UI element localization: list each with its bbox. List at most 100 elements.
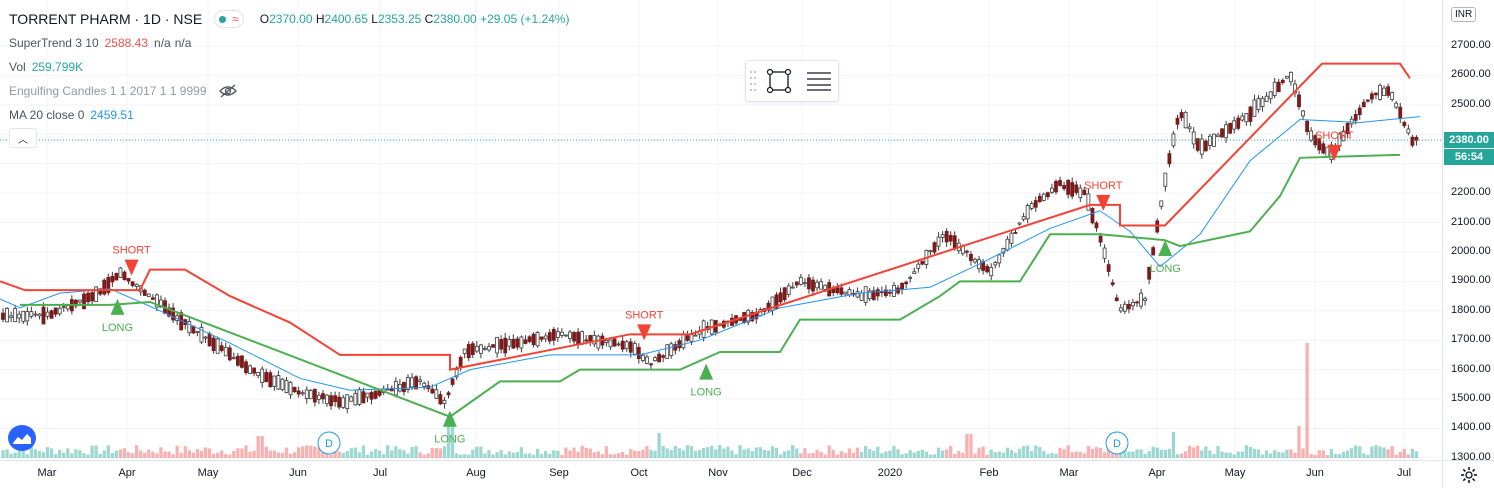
candle <box>211 337 216 351</box>
volume-bar <box>920 449 924 458</box>
volume-bar <box>175 445 179 458</box>
volume-bar <box>495 452 499 458</box>
volume-bar <box>1070 452 1074 458</box>
candle <box>928 250 933 253</box>
volume-bar <box>130 453 135 458</box>
indicator-engulfing[interactable]: Engulfing Candles 1 1 2017 1 1 9999 <box>9 79 569 103</box>
volume-bar <box>1009 450 1014 458</box>
candle <box>1208 135 1212 146</box>
candle <box>418 379 423 383</box>
candle <box>1268 91 1273 100</box>
candle <box>531 333 536 346</box>
dividend-marker[interactable] <box>1105 431 1129 455</box>
price-axis[interactable]: INR 2700.00 2600.00 2500.00 2200.00 2100.00 2… <box>1442 0 1494 463</box>
candle <box>1228 122 1233 134</box>
collapse-legend-button[interactable]: ︿ <box>9 128 37 148</box>
volume-bar <box>386 445 390 458</box>
volume-bar <box>183 446 187 458</box>
volume-bar <box>892 446 896 458</box>
volume-bar <box>1248 446 1253 458</box>
volume-bar <box>1171 432 1176 458</box>
chart-settings-button[interactable] <box>1442 460 1494 488</box>
volume-bar <box>653 450 657 458</box>
candle <box>507 339 512 347</box>
candle <box>503 337 508 354</box>
volume-bar <box>1204 446 1208 458</box>
volume-bar <box>831 449 835 458</box>
drag-handle-icon[interactable] <box>749 69 757 93</box>
candle <box>195 331 200 333</box>
volume-bar <box>78 450 82 458</box>
candle <box>29 311 34 317</box>
market-status-pill[interactable]: ≈ <box>214 10 244 28</box>
volume-bar <box>1386 449 1390 458</box>
candle <box>1216 134 1220 138</box>
volume-bar <box>734 454 738 458</box>
volume-bar <box>689 446 694 458</box>
indicator-name: SuperTrend 3 10 <box>9 36 99 50</box>
candle <box>491 344 495 348</box>
volume-bar <box>969 434 973 458</box>
candle <box>1317 138 1322 151</box>
volume-bar <box>993 452 997 458</box>
volume-bar <box>224 454 228 458</box>
volume-bar <box>236 448 240 458</box>
eye-hidden-icon[interactable] <box>218 84 237 98</box>
candle <box>154 294 159 308</box>
candle <box>397 383 402 392</box>
candle <box>1244 113 1249 123</box>
candle <box>871 290 876 300</box>
currency-badge[interactable]: INR <box>1451 7 1477 22</box>
volume-bar <box>523 453 528 458</box>
volume-bar <box>1285 449 1289 458</box>
candle <box>1293 83 1297 94</box>
symbol-title[interactable]: TORRENT PHARM · 1D · NSE <box>9 11 203 27</box>
candle <box>1033 200 1038 208</box>
candle <box>345 394 350 410</box>
volume-bar <box>787 450 791 458</box>
volume-bar <box>1358 446 1362 458</box>
volume-bar <box>770 446 775 458</box>
volume-bar <box>329 454 333 458</box>
candle <box>256 371 261 377</box>
time-tick: Oct <box>630 467 648 479</box>
settings-lines-icon[interactable] <box>801 64 837 98</box>
candle <box>406 377 410 390</box>
floating-drawing-toolbar[interactable] <box>745 60 839 102</box>
volume-bar <box>697 450 702 458</box>
indicator-volume[interactable]: Vol 259.799K <box>9 55 569 79</box>
candle <box>142 289 147 296</box>
candle <box>936 236 941 247</box>
volume-bar <box>718 445 722 458</box>
volume-bar <box>1212 454 1216 458</box>
volume-bar <box>657 433 661 458</box>
indicator-supertrend[interactable]: SuperTrend 3 10 2588.43 n/a n/a <box>9 31 569 55</box>
volume-bar <box>1224 452 1228 458</box>
chart-pane[interactable]: SHORT LONG LONG SHORT LONG SHORT LONG SHORT D D T… <box>0 0 1442 460</box>
volume-bar <box>151 451 155 458</box>
volume-bar <box>361 445 366 458</box>
volume-bar <box>252 450 256 458</box>
candle <box>1357 107 1362 115</box>
tradingview-logo-icon[interactable] <box>8 425 36 451</box>
candle <box>766 302 771 311</box>
volume-bar <box>86 454 90 458</box>
high-label: H <box>315 12 325 26</box>
volume-bar <box>710 445 714 458</box>
volume-bar <box>163 451 167 458</box>
rectangle-tool-icon[interactable] <box>761 64 797 98</box>
volume-bar <box>791 445 795 458</box>
volume-bar <box>985 454 989 458</box>
candle <box>150 297 155 300</box>
dividend-marker[interactable] <box>317 431 341 455</box>
long-label: LONG <box>434 434 465 446</box>
volume-bar <box>681 450 686 458</box>
price-tick: 2600.00 <box>1451 68 1491 81</box>
volume-bar <box>847 448 852 458</box>
time-axis[interactable]: Mar Apr May Jun Jul Aug Sep Oct Nov Dec 2020 Feb Mar… <box>0 460 1442 488</box>
indicator-ma[interactable]: MA 20 close 0 2459.51 <box>9 103 569 127</box>
candle <box>681 333 686 349</box>
volume-bar <box>1050 452 1054 458</box>
price-chart[interactable]: SHORT LONG LONG SHORT LONG SHORT LONG SHORT D D <box>0 0 1442 460</box>
candle <box>786 285 791 295</box>
